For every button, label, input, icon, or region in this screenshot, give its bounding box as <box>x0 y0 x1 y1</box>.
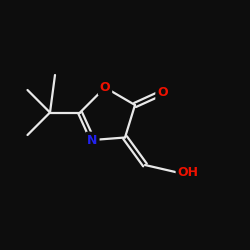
Text: OH: OH <box>178 166 199 179</box>
Text: O: O <box>100 81 110 94</box>
Text: O: O <box>157 86 168 99</box>
Text: N: N <box>87 134 98 146</box>
